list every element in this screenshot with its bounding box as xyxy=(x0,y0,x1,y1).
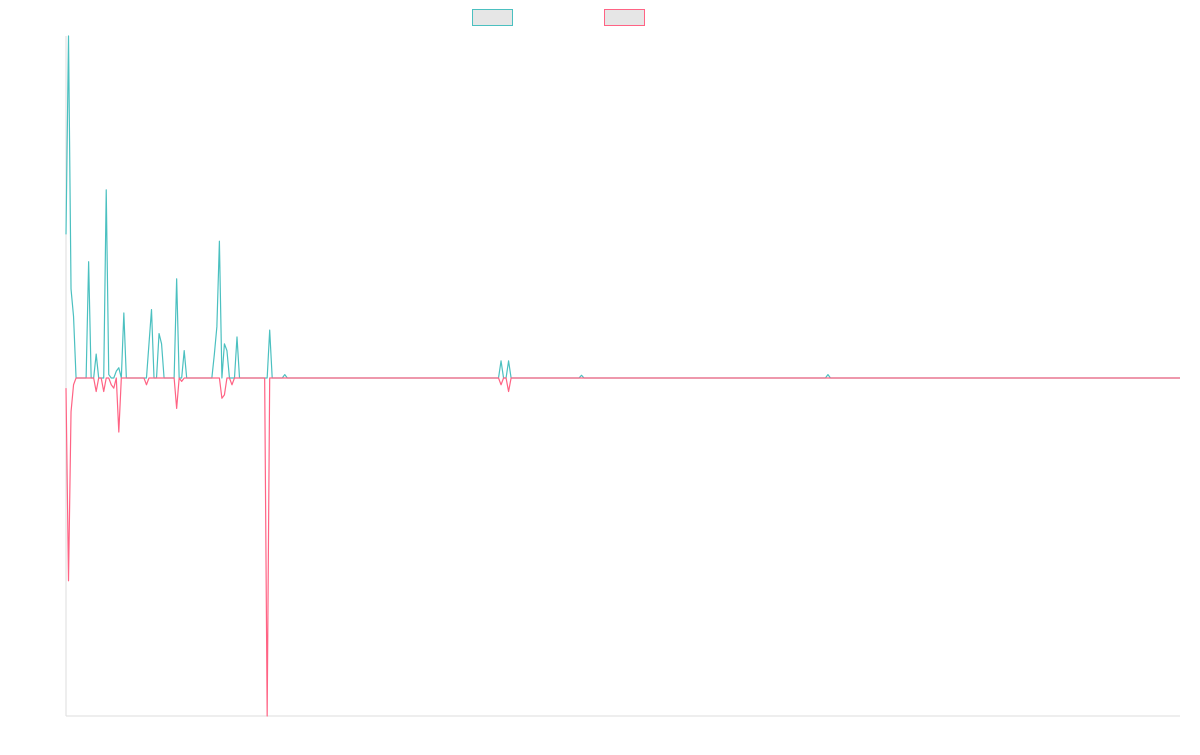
legend xyxy=(472,9,645,26)
legend-item-2 xyxy=(604,9,645,26)
axes xyxy=(65,36,1180,717)
legend-swatch-1 xyxy=(472,9,513,26)
legend-item-1 xyxy=(472,9,513,26)
series-line-2 xyxy=(65,377,1180,717)
series-line-1 xyxy=(65,35,1180,379)
series-layer xyxy=(65,35,1180,717)
legend-swatch-2 xyxy=(604,9,645,26)
